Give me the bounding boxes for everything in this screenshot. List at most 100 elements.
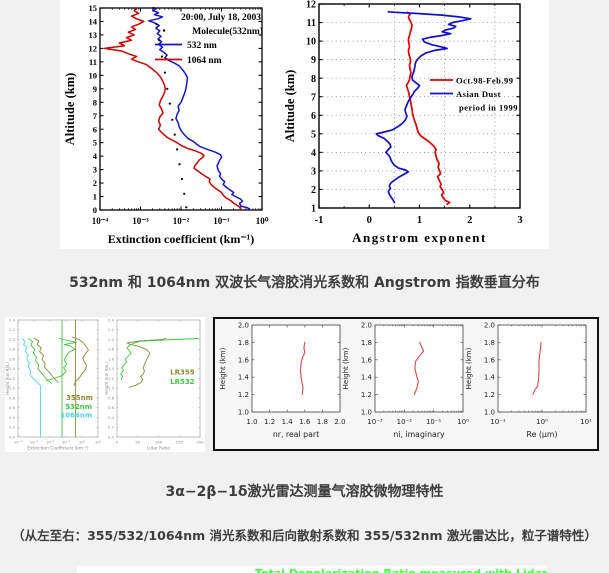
legend-label: Oct.98-Feb.99 [456,76,514,86]
y-tick-label: 5 [93,138,97,148]
x-tick-label: 1.4 [282,418,294,426]
y-tick-label: 12 [89,43,98,53]
x-tick-label: 10⁻³ [132,216,149,226]
refractive-real-chart: 1.0 1.2 1.4 1.6 1.8 2.0 1.0 1.2 1.4 1.6 1.8 2.0 nr, … [215,319,346,449]
x-tick-label: 10⁻² [173,216,190,226]
x-tick-label: 50 [135,440,140,445]
molecule-dot [183,192,186,195]
refractive-index-real-svg: 1.0 1.2 1.4 1.6 1.8 2.0 1.0 1.2 1.4 1.6 1.8 2.0 nr, … [219,322,346,439]
molecule-dot [176,148,179,151]
y-tick-label: 2.0 [238,322,249,330]
y-tick-label: 0.4 [9,415,16,420]
y-tick-label: 4 [93,151,98,161]
molecule-dot [173,133,176,136]
y-tick-label: 7 [93,111,98,121]
lidar-ratio-chart: 0 50 100 150 200 0.0 0.2 0.4 0.6 0.8 1.0 1.2 1.4 1.6 1… [104,317,205,452]
molecule-dot [163,71,166,74]
x-tick-label: 1.8 [317,418,328,426]
y-tick-label: 1.2 [238,391,249,399]
multiwavelength-extinction-chart: 10⁻⁴ 10⁻³ 10⁻² 10⁻¹ 10⁰ 10¹ 0.0 0.2 0.4 0.6 0.8 1.0… [5,317,105,452]
y-tick-label: 2.2 [9,327,16,332]
x-tick-label: 10⁰ [536,418,548,426]
series-ni [413,341,425,396]
molecule-dot [180,177,183,181]
x-tick-label: -1 [315,215,324,226]
y-tick-label: 2.0 [9,337,16,342]
y-tick-label: 0 [93,205,97,215]
legend-label: period in 1999 [459,103,518,113]
refractive-index-imaginary-svg: 10⁻³ 10⁻² 10⁻¹ 10⁰ 1.0 1.2 1.4 1.6 1.8 2.0 ni, ima… [342,322,469,439]
x-tick-label: 10⁻³ [30,440,39,445]
y-tick-label: 1.2 [484,391,495,399]
y-tick-label: 2.0 [361,322,372,330]
molecule-dot [171,118,174,121]
x-tick-label: 1.6 [299,418,311,426]
y-tick-label: 1.8 [108,347,115,352]
x-tick-label: 0 [367,215,372,226]
x-tick-label: 0 [116,440,119,445]
y-tick-label: 0.8 [9,395,16,400]
x-tick-label: 2.0 [334,418,345,426]
x-tick-label: 10⁰ [457,418,469,426]
y-tick-label: 1.4 [361,374,373,382]
y-tick-label: 1.6 [108,356,115,361]
x-tick-label: 10⁻¹ [62,440,71,445]
y-tick-label: 1.0 [361,409,372,417]
x-tick-label: 1.0 [246,418,257,426]
y-tick-label: 7 [311,92,316,103]
x-tick-label: 150 [176,440,184,445]
microphysics-card: 1.0 1.2 1.4 1.6 1.8 2.0 1.0 1.2 1.4 1.6 1.8 2.0 nr, … [213,317,599,451]
y-tick-label: 0.0 [9,434,16,439]
molecule-dot [155,23,158,26]
y-tick-label: 10 [306,37,316,48]
y-tick-label: 4 [311,148,316,159]
x-tick-label: 10⁰ [79,440,86,445]
annotation: 355nm [66,394,93,402]
x-tick-label: 10⁻² [397,418,413,426]
annotation: LR355 [170,369,195,377]
effective-radius-svg: 10⁻¹ 10⁰ 10¹ 1.0 1.2 1.4 1.6 1.8 2.0 Re (μm) Heigh… [465,322,592,439]
x-tick-label: 200 [196,440,204,445]
x-axis-label: Lidar Ratio [147,446,170,452]
x-axis-label: nr, real part [273,430,319,439]
y-axis-label: Height (km) [219,347,227,389]
x-axis-label: ni, imaginary [393,430,445,439]
clipped-figure-title: Total Depolarization Ratio measured with… [255,567,547,573]
legend-label: 1064 nm [187,56,222,66]
y-tick-label: 6 [93,124,97,134]
x-axis-label: Extinction coefficient (km⁻¹) [108,232,255,246]
extinction-chart: 10⁻⁴ 10⁻³ 10⁻² 10⁻¹ 10⁰ 0 1 2 3 4 5 6 7 8 9 10 11 12 13 14 1… [60,0,310,249]
y-tick-label: 1 [311,204,316,215]
mini-figure-card: 10⁻⁴ 10⁻³ 10⁻² 10⁻¹ 10⁰ 10¹ 0.0 0.2 0.4 0.6 0.8 1.0… [5,317,205,452]
y-tick-label: 1.0 [9,386,16,391]
annotation: LR532 [170,378,195,386]
y-tick-label: 11 [307,18,316,29]
y-tick-label: 1.0 [108,386,115,391]
legend-datetime: 20:00, July 18, 2003 [181,13,261,23]
figure-caption-2: 3α−2β−1δ激光雷达测量气溶胶微物理特性 [165,484,444,500]
x-tick-label: 10⁻² [46,440,55,445]
figure-caption-1: 532nm 和 1064nm 双波长气溶胶消光系数和 Angstrom 指数垂直… [69,275,540,291]
series-1064nm-extinction [21,338,41,438]
x-tick-label: 10¹ [580,418,592,426]
y-tick-label: 1.6 [361,356,373,364]
series-532nm-backscatter [45,338,77,381]
y-tick-label: 1.4 [238,374,250,382]
x-tick-label: 1.2 [264,418,275,426]
x-tick-label: 10⁻⁴ [14,440,23,445]
annotation: 1064nm [60,412,92,420]
y-tick-label: 0.4 [108,415,115,420]
y-axis-label: Height (km) [465,347,473,389]
molecule-dot [160,55,164,58]
series-lr532 [120,338,199,380]
y-axis-label: Height (km ASL) [5,362,10,395]
y-tick-label: 2 [311,185,316,196]
clipped-next-figure-strip: Total Depolarization Ratio measured with… [77,566,547,573]
y-axis-label: Altitude (km) [285,70,297,143]
y-tick-label: 0.2 [108,425,115,430]
y-tick-label: 9 [93,84,97,94]
x-tick-label: 100 [155,440,163,445]
x-tick-label: 10¹ [95,440,102,445]
x-tick-label: 10⁰ [256,216,269,226]
